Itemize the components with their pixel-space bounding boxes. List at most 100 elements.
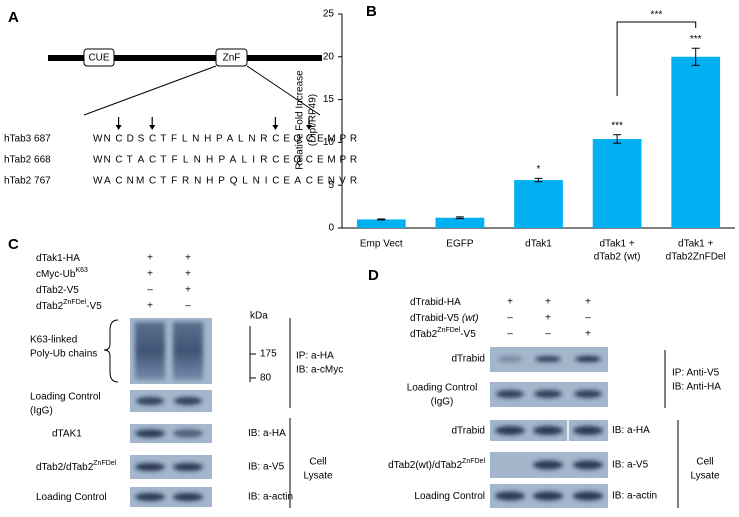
blot-band [496,390,524,398]
blot-label: (IgG) [431,397,454,408]
blot-band [173,493,203,501]
y-tick-label: 10 [323,137,335,148]
blot-label: Loading Control [414,491,485,502]
label-part: ZnFDel [437,327,460,334]
blot-band [495,491,525,501]
label-part: -V5 [460,329,476,340]
domain-box [215,48,248,67]
label-part: dTrabid [451,425,485,436]
blot-band [135,463,165,471]
label-part: ZnFDel [63,299,86,306]
sign: + [147,301,153,312]
marker-label: 175 [260,349,277,360]
residue: C [149,155,156,166]
residue: TFRNHPQLNI [160,176,267,187]
y-tick-label: 25 [323,9,335,20]
blot-band [573,491,603,501]
bar [671,56,721,228]
blot-band [534,390,562,398]
blot [130,424,212,443]
blot-band [135,493,165,501]
significance-bracket [616,21,697,96]
residue: C [149,134,156,145]
bar [592,138,642,228]
antibody-label: IP: a-HA [296,351,334,362]
error-bar [691,47,700,66]
sequence-label: hTab3 687 [4,134,51,145]
sign: – [585,313,591,324]
sign: + [185,285,191,296]
residue: C [272,176,279,187]
error-bar [455,216,464,220]
blot-band [535,356,561,362]
label-part: dTAK1 [52,428,82,439]
bar [514,180,563,228]
x-tick-label: dTak1 + [599,239,634,250]
sequence-label: hTab2 668 [4,155,51,166]
lysate-label: Lysate [303,471,333,482]
label-part: (wt) [462,313,479,324]
blot-band [497,356,523,362]
blot-band [173,463,203,471]
arrow-head [149,125,156,130]
domain-label: ZnF [223,53,241,64]
blot-band [573,460,603,470]
x-tick-label: EGFP [446,239,474,250]
lysate-label: Cell [696,457,713,468]
y-tick-label: 15 [323,94,335,105]
label-part: cMyc-Ub [36,269,76,280]
blot-band [574,390,602,398]
antibody-label: IB: a-actin [248,492,293,503]
lysate-label: Cell [309,457,326,468]
sign: – [545,329,551,340]
residue: C [306,176,313,187]
y-tick-label: 20 [323,51,335,62]
condition-label: dTab2-V5 [36,285,79,296]
lysate-label: Lysate [690,471,720,482]
blot-label: dTab2/dTab2ZnFDel [36,460,117,472]
residue: DS [127,134,145,145]
residue: C [272,155,279,166]
x-tick-label: dTab2 (wt) [594,252,641,263]
label-part: dTab2/dTab2 [36,462,94,473]
significance: *** [651,10,663,21]
panel-letter: A [8,9,19,26]
significance: *** [611,120,623,131]
label-part: ZnFDel [462,458,485,465]
blot-label: dTab2(wt)/dTab2ZnFDel [388,458,485,470]
blot-label: Loading Control [407,383,478,394]
sign: + [147,253,153,264]
residue: NM [127,176,145,187]
blot [130,390,212,412]
residue: EMPR [317,155,357,166]
label-part: K63 [75,267,88,274]
arrow-head [306,125,312,130]
sign: + [185,253,191,264]
antibody-label: IB: a-V5 [248,462,285,473]
residue: C [149,176,156,187]
residue: TFLNHPALNR [160,134,267,145]
zoom-line [246,65,321,116]
y-axis-title: Relative Fold Increase (Dipt/RP49) [295,70,319,170]
blot-band [173,429,203,438]
sign: + [585,329,591,340]
error-bar [534,177,543,183]
antibody-label: IB: a-HA [248,428,286,439]
condition-label: dTab2ZnFDel-V5 [410,327,476,339]
label-part: dTak1-HA [36,253,80,264]
blot-label: Loading Control [30,392,101,403]
label-part: dTrabid-HA [410,297,461,308]
residue: C [115,155,122,166]
sign: + [147,269,153,280]
domain-label: CUE [88,53,109,64]
blot-band [135,429,165,438]
blot-band [495,426,525,435]
smear [173,322,203,380]
blot-band [573,426,603,435]
smear-bracket [103,319,119,383]
blot-label: (IgG) [30,406,53,417]
sign: + [507,297,513,308]
antibody-label: IP: Anti-V5 [672,368,720,379]
residue: C [115,176,122,187]
smear [135,322,165,380]
